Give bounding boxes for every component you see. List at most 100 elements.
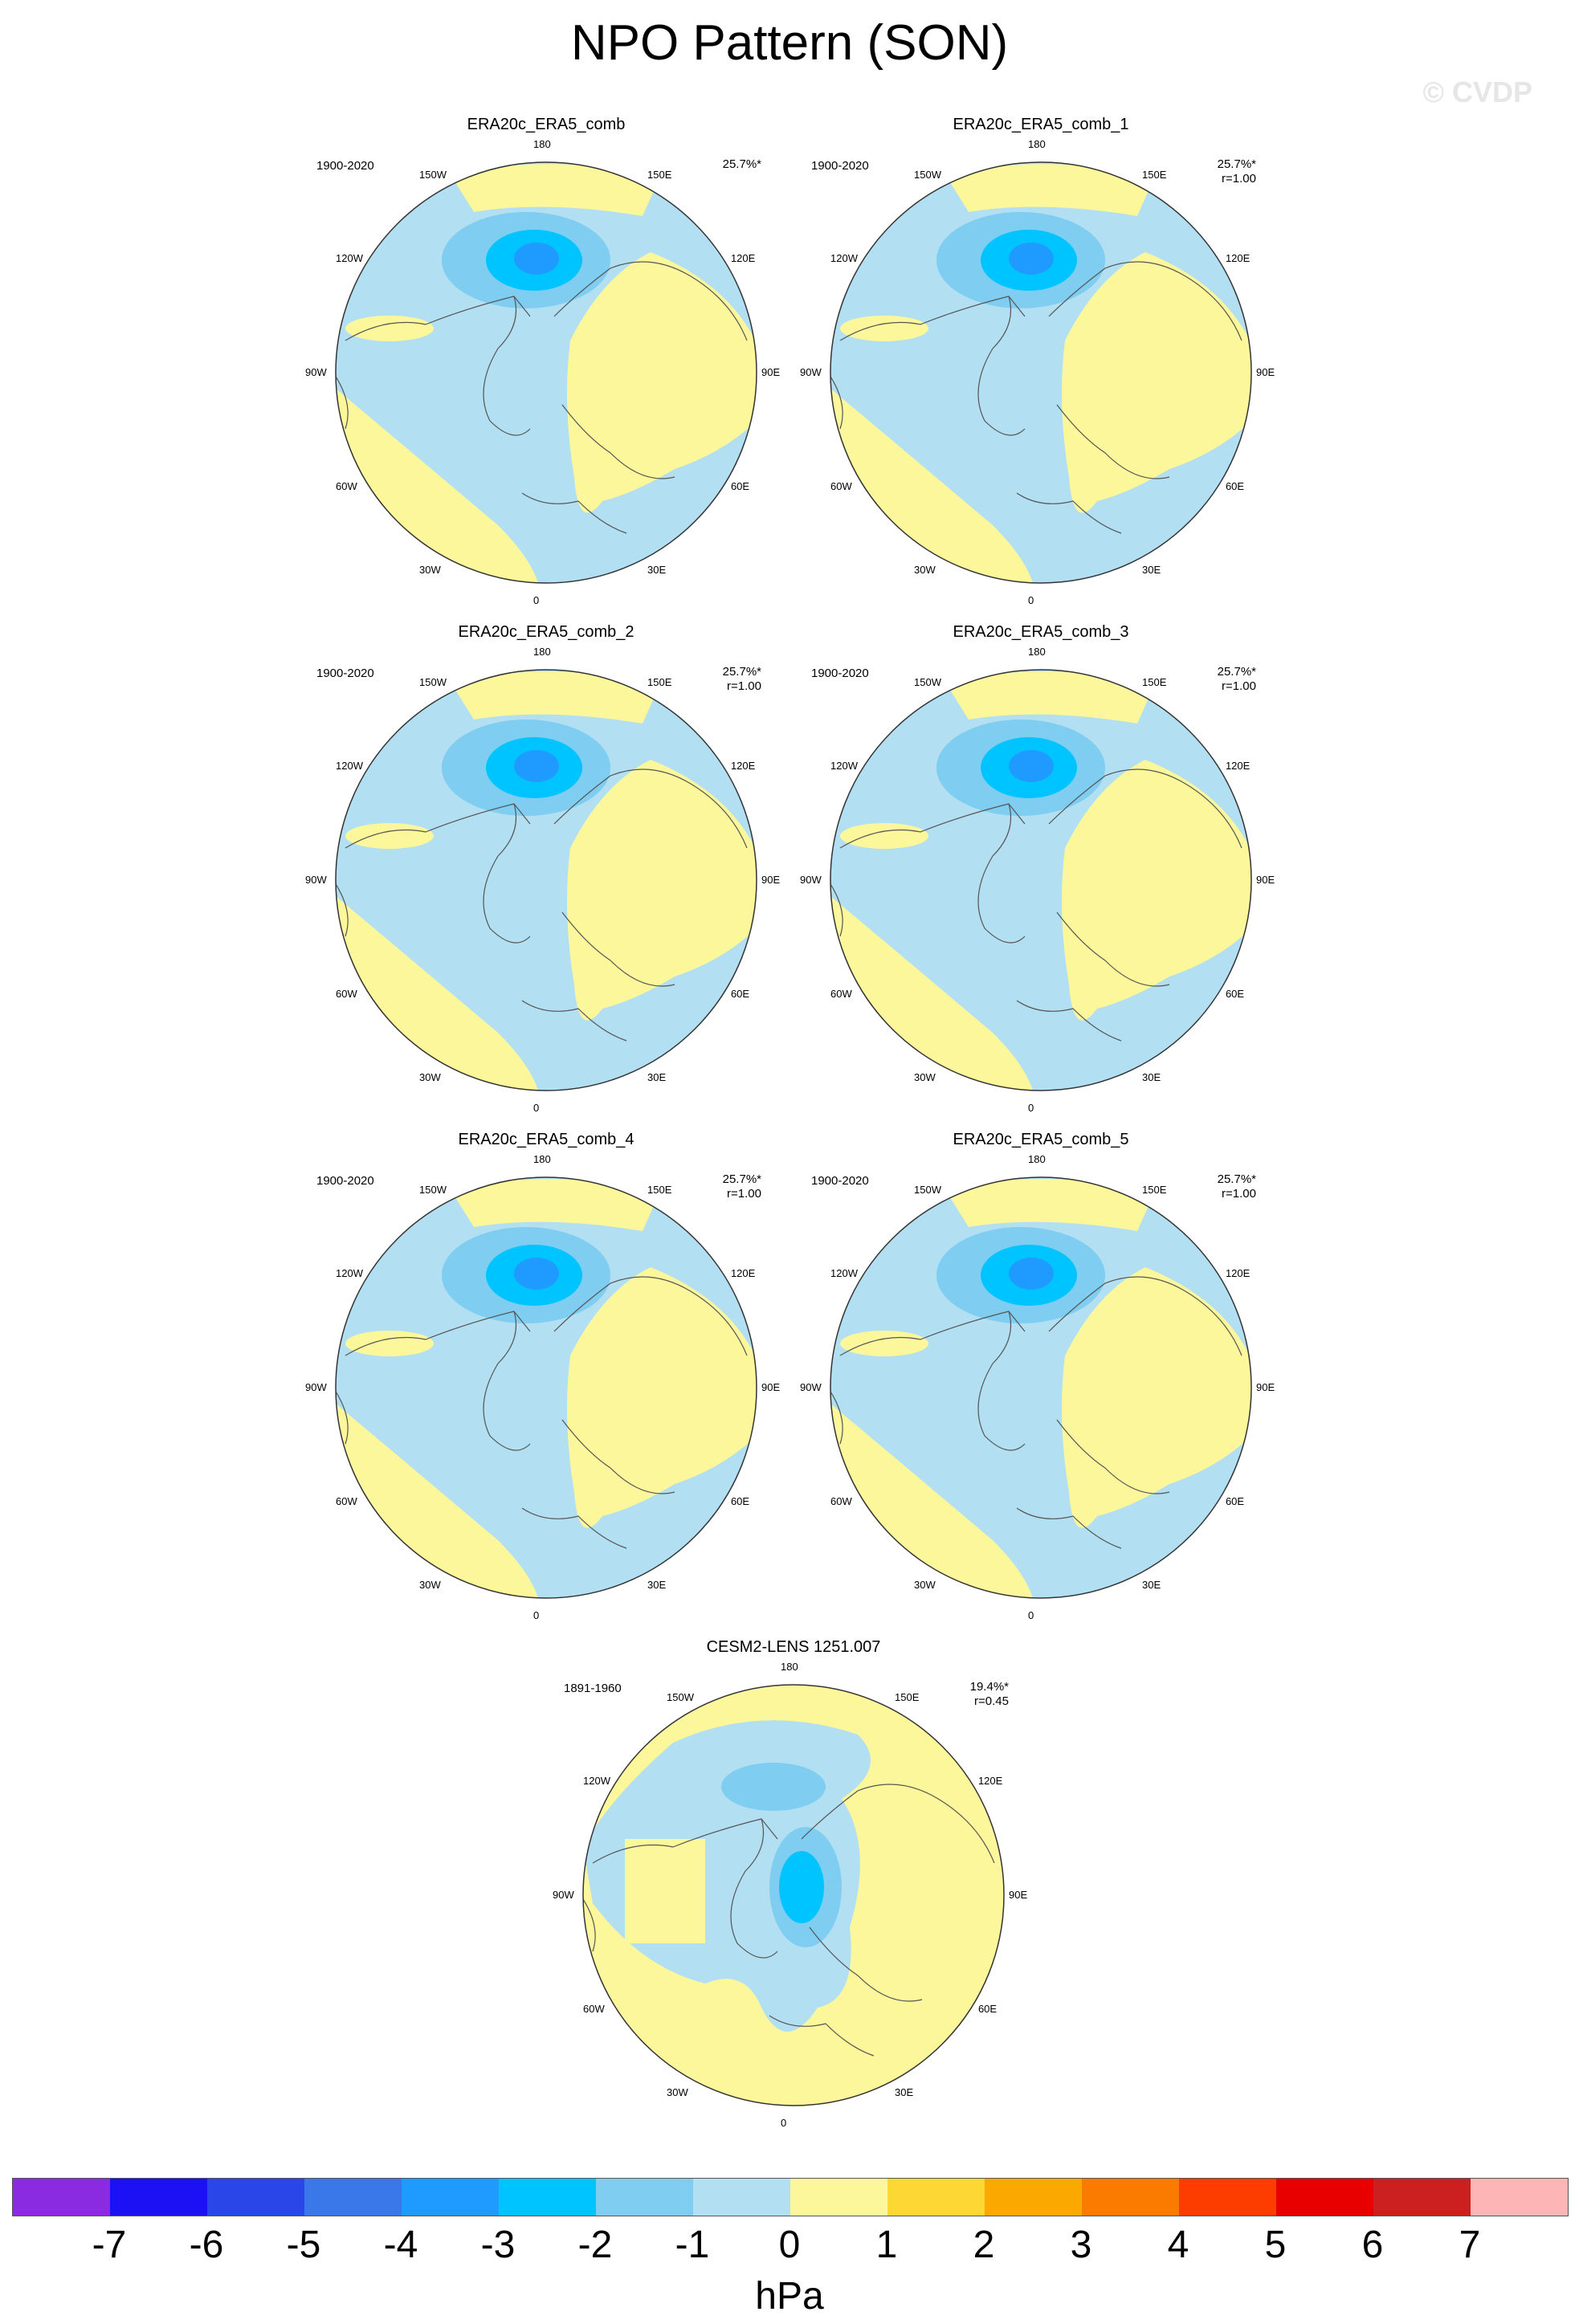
longitude-label: 180	[533, 1153, 551, 1165]
coastline-3	[561, 404, 675, 479]
map-field	[583, 1685, 1004, 2106]
longitude-label: 120E	[730, 252, 756, 264]
polar-map	[830, 669, 1252, 1091]
longitude-label: 30W	[914, 1070, 936, 1083]
coastline-0	[345, 296, 531, 341]
colorbar-tick: 0	[778, 2224, 801, 2266]
map-panel: ERA20c_ERA5_comb 1900-2020 25.7%* 180 150E 12…	[305, 116, 780, 614]
coastline-5	[336, 883, 349, 937]
field-positive-pacific	[840, 1331, 928, 1356]
longitude-label: 60W	[830, 480, 852, 492]
colorbar-segment	[985, 2179, 1082, 2216]
coastline-2	[553, 769, 748, 849]
longitude-label: 0	[533, 594, 540, 606]
longitude-label: 150W	[419, 169, 447, 181]
longitude-label: 30W	[667, 2085, 688, 2098]
longitude-label: 60W	[336, 1495, 357, 1507]
longitude-label: 150E	[647, 676, 672, 689]
longitude-label: 30E	[647, 1070, 667, 1083]
field-positive-pacific	[840, 316, 928, 341]
polar-map	[335, 669, 757, 1091]
longitude-label: 120E	[730, 1267, 756, 1279]
coastline-4	[1016, 492, 1122, 534]
field-positive-north	[450, 671, 659, 724]
panel-title: CESM2-LENS 1251.007	[706, 1638, 881, 1656]
coastline-3	[809, 1926, 923, 2002]
field-negative-core	[1009, 1258, 1054, 1290]
panel-title: ERA20c_ERA5_comb_1	[953, 116, 1129, 133]
polar-map	[830, 161, 1252, 584]
colorbar-segment	[13, 2179, 110, 2216]
map-field	[336, 162, 757, 583]
field-negative-core	[779, 1851, 824, 1923]
panel-stats: 25.7%*	[723, 157, 761, 172]
panel-period: 1900-2020	[316, 159, 374, 173]
coastline-2	[1048, 261, 1242, 341]
colorbar-units: hPa	[755, 2275, 824, 2318]
coastline-4	[1016, 1507, 1122, 1549]
field-positive-eurasia	[567, 252, 757, 513]
polar-map	[582, 1684, 1005, 2106]
longitude-label: 90W	[305, 1381, 327, 1393]
map-panel: ERA20c_ERA5_comb_4 1900-2020 25.7%* r=1.00 1…	[305, 1131, 780, 1629]
panel-title: ERA20c_ERA5_comb_4	[458, 1131, 634, 1148]
longitude-label: 90E	[1256, 1381, 1275, 1393]
panel-stats: 25.7%* r=1.00	[723, 665, 761, 694]
coastline-0	[592, 1818, 778, 1864]
pattern-correlation: r=1.00	[727, 679, 761, 693]
longitude-label: 180	[1028, 138, 1046, 150]
longitude-label: 120W	[583, 1775, 611, 1787]
longitude-label: 120W	[336, 252, 364, 264]
longitude-label: 150E	[647, 169, 672, 181]
longitude-label: 60E	[730, 480, 750, 492]
longitude-label: 60W	[830, 988, 852, 1000]
coastline-1	[977, 1311, 1026, 1451]
longitude-label: 120W	[336, 1267, 364, 1279]
longitude-label: 150W	[914, 676, 941, 689]
longitude-label: 120W	[830, 760, 859, 772]
colorbar-tick: 4	[1167, 2224, 1189, 2266]
field-positive-north	[945, 1179, 1153, 1231]
longitude-label: 60E	[730, 1495, 750, 1507]
longitude-label: 120W	[830, 252, 859, 264]
coastline-2	[553, 1276, 748, 1356]
field-positive-pacific	[345, 823, 434, 849]
coastline-4	[1016, 1000, 1122, 1042]
coastline-5	[830, 883, 843, 937]
longitude-label: 120E	[1225, 760, 1251, 772]
explained-variance: 25.7%*	[1217, 1172, 1256, 1186]
map-panel: ERA20c_ERA5_comb_5 1900-2020 25.7%* r=1.00 1…	[800, 1131, 1275, 1629]
figure-title: NPO Pattern (SON)	[570, 15, 1009, 71]
explained-variance: 25.7%*	[722, 1172, 761, 1186]
colorbar-segment	[1179, 2179, 1276, 2216]
panel-period: 1900-2020	[811, 1174, 869, 1188]
longitude-label: 90W	[800, 1381, 822, 1393]
panel-title: ERA20c_ERA5_comb	[467, 116, 626, 133]
panel-stats: 25.7%* r=1.00	[1218, 157, 1256, 186]
field-positive-eurasia	[1062, 1267, 1251, 1528]
coastline-3	[1056, 911, 1170, 987]
colorbar-segment	[1276, 2179, 1373, 2216]
panel-title: ERA20c_ERA5_comb_2	[458, 623, 634, 641]
map-field	[830, 670, 1251, 1091]
explained-variance: 19.4%*	[969, 1680, 1009, 1694]
colorbar-tick: -6	[189, 2224, 224, 2266]
coastline-3	[561, 1419, 675, 1494]
longitude-label: 180	[1028, 1153, 1046, 1165]
map-field	[336, 670, 757, 1091]
longitude-label: 0	[781, 2117, 787, 2129]
panel-stats: 25.7%* r=1.00	[1218, 1172, 1256, 1201]
coastline-0	[345, 803, 531, 849]
field-positive-eurasia	[567, 1267, 757, 1528]
longitude-label: 60W	[336, 988, 357, 1000]
longitude-label: 150W	[914, 1184, 941, 1197]
longitude-label: 150E	[647, 1184, 672, 1197]
colorbar-segment	[304, 2179, 402, 2216]
longitude-label: 0	[1028, 1102, 1034, 1114]
field-positive-america	[625, 1839, 705, 1943]
colorbar-tick: -2	[577, 2224, 613, 2266]
longitude-label: 60E	[977, 2003, 998, 2015]
pattern-correlation: r=0.45	[974, 1694, 1009, 1708]
field-positive-north	[450, 164, 659, 216]
field-negative-core	[1009, 243, 1054, 275]
